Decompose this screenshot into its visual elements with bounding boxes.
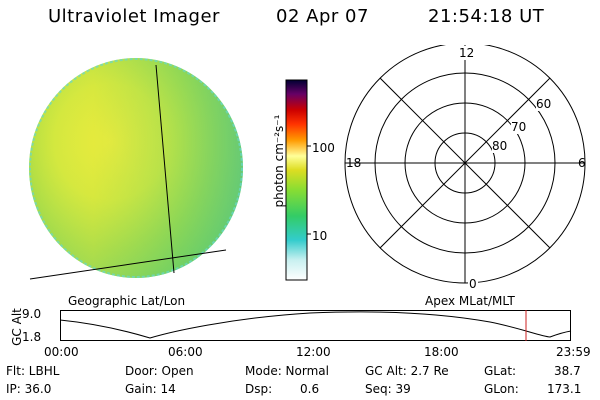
colorbar-tick-100: 100 <box>312 141 335 155</box>
mode-info: Mode: Normal <box>245 364 329 378</box>
dsp-label: Dsp: <box>245 382 273 396</box>
instrument-title: Ultraviolet Imager <box>48 6 220 27</box>
glat-label: GLat: <box>484 364 517 378</box>
mlt-label-18: 18 <box>346 156 362 170</box>
date-label: 02 Apr 07 <box>276 6 369 27</box>
mlt-label-6: 6 <box>578 156 586 170</box>
apex-caption: Apex MLat/MLT <box>425 294 515 308</box>
mlat-label-70: 70 <box>511 120 527 134</box>
filter-info: Flt: LBHL <box>6 364 60 378</box>
glon-label: GLon: <box>484 382 519 396</box>
time-tick-1200: 12:00 <box>296 345 331 359</box>
mlat-label-80: 80 <box>492 139 508 153</box>
geographic-caption: Geographic Lat/Lon <box>68 294 186 308</box>
time-label: 21:54:18 UT <box>428 6 545 27</box>
time-tick-2359: 23:59 <box>556 345 591 359</box>
altitude-ytick-min: 1.8 <box>22 330 42 344</box>
gain-info: Gain: 14 <box>125 382 176 396</box>
colorbar-tick-10: 10 <box>312 229 328 243</box>
uv-earth-image <box>29 58 243 280</box>
mlat-label-60: 60 <box>536 97 552 111</box>
altitude-timeline-plot <box>60 310 572 341</box>
time-tick-1800: 18:00 <box>424 345 459 359</box>
seq-info: Seq: 39 <box>365 382 411 396</box>
mlt-label-0: 0 <box>468 277 478 291</box>
dsp-value: 0.6 <box>300 382 320 396</box>
altitude-ytick-max: 9.0 <box>22 307 42 321</box>
colorbar-unit-label: photon cm⁻²s⁻¹ <box>272 114 286 208</box>
polar-mlt-plot <box>344 45 586 284</box>
gc-alt-info: GC Alt: 2.7 Re <box>365 364 449 378</box>
door-info: Door: Open <box>125 364 194 378</box>
glon-value: 173.1 <box>547 382 582 396</box>
colorbar <box>285 79 311 281</box>
glat-value: 38.7 <box>554 364 581 378</box>
time-tick-0000: 00:00 <box>44 345 79 359</box>
mlt-label-12: 12 <box>458 46 476 60</box>
time-tick-0600: 06:00 <box>168 345 203 359</box>
ip-info: IP: 36.0 <box>6 382 52 396</box>
